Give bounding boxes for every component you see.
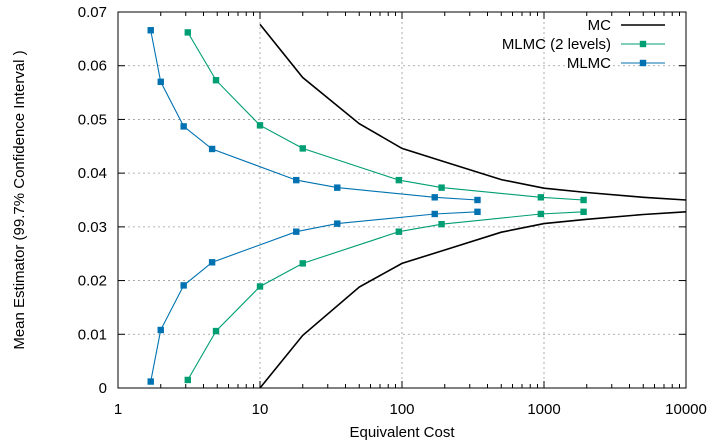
mlmc-2-levels-point xyxy=(580,208,587,216)
y-tick-label: 0.04 xyxy=(78,165,107,182)
mlmc-2-levels-point xyxy=(438,184,445,191)
mlmc-2-levels-point xyxy=(256,122,264,129)
mlmc-point xyxy=(180,282,187,289)
axis-ticks: 1 10 100 1000 10000 0 0.01 0.02 0.03 0.04 0.05 0.06… xyxy=(78,4,707,418)
mlmc-2-levels-point xyxy=(438,220,445,228)
mlmc-point xyxy=(293,228,300,235)
mlmc-point xyxy=(293,176,300,184)
legend-marker-mlmc-2-levels xyxy=(639,40,647,48)
legend-label-mc: MC xyxy=(588,17,611,34)
mlmc-point xyxy=(474,196,481,204)
y-tick-label: 0.05 xyxy=(78,111,107,128)
mlmc-point xyxy=(180,123,187,130)
x-axis-title: Equivalent Cost xyxy=(349,424,455,441)
mlmc-2-levels-point xyxy=(537,210,545,218)
mc-lower-line xyxy=(259,211,687,389)
y-axis-title: Mean Estimator (99.7% Confidence Interva… xyxy=(11,50,28,349)
mlmc-2-levels-point xyxy=(184,29,191,36)
x-tick-label: 1 xyxy=(114,401,122,418)
x-tick-label: 100 xyxy=(389,401,414,418)
mlmc-2-levels-point xyxy=(395,228,403,235)
x-tick-label: 10 xyxy=(252,401,269,418)
legend-label-mlmc: MLMC xyxy=(567,55,611,72)
mlmc-2-levels-point xyxy=(299,260,306,267)
mlmc-point xyxy=(157,326,164,334)
mlmc-point xyxy=(431,210,438,218)
mlmc-2-levels-upper-line xyxy=(187,32,584,201)
mlmc-2-levels-point xyxy=(395,176,403,184)
y-tick-label: 0.02 xyxy=(78,273,107,290)
y-tick-label: 0.07 xyxy=(78,4,107,21)
mlmc-2-levels-point xyxy=(580,196,587,204)
y-tick-label: 0 xyxy=(99,380,107,397)
mlmc-point xyxy=(474,208,481,216)
mlmc-2-levels-lower-line xyxy=(187,211,584,381)
mlmc-2-levels-point xyxy=(537,194,545,201)
x-tick-label: 1000 xyxy=(527,401,560,418)
mlmc-point xyxy=(147,27,154,34)
mlmc-point xyxy=(208,145,216,153)
mc-upper-line xyxy=(259,23,687,201)
mlmc-2-levels-point xyxy=(212,77,220,84)
y-tick-label: 0.03 xyxy=(78,219,107,236)
y-tick-label: 0.01 xyxy=(78,326,107,343)
mlmc-lower-line xyxy=(150,211,478,382)
mlmc-2-levels-point xyxy=(299,145,306,152)
x-tick-label: 10000 xyxy=(665,401,707,418)
mlmc-point xyxy=(157,78,164,86)
legend-marker-mlmc xyxy=(639,59,647,67)
legend: MC MLMC (2 levels) MLMC xyxy=(502,17,665,72)
mlmc-point xyxy=(431,194,438,201)
y-tick-label: 0.06 xyxy=(78,58,107,75)
mlmc-point xyxy=(334,184,341,191)
legend-label-mlmc-2-levels: MLMC (2 levels) xyxy=(502,36,611,53)
mlmc-2-levels-point xyxy=(184,376,191,384)
mlmc-2-levels-point xyxy=(212,327,220,335)
series-group xyxy=(147,23,687,389)
mlmc-point xyxy=(334,220,341,227)
mlmc-point xyxy=(208,259,216,266)
mlmc-upper-line xyxy=(150,30,478,201)
mlmc-point xyxy=(147,378,154,385)
mlmc-2-levels-point xyxy=(256,283,264,290)
